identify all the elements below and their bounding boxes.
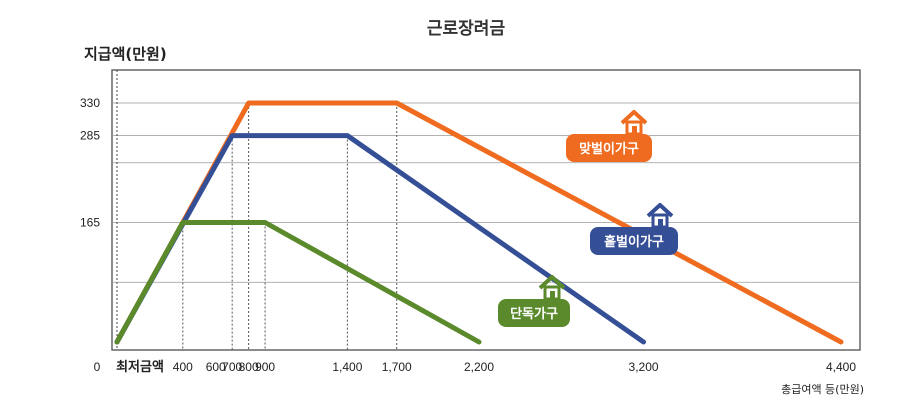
house-roof <box>646 203 674 218</box>
origin-label: 0 <box>94 360 101 374</box>
min-wage-label: 최저금액 <box>116 360 164 375</box>
y-tick-label: 165 <box>80 216 100 230</box>
x-tick-label: 800 <box>239 360 259 374</box>
x-tick-label: 2,200 <box>464 360 494 374</box>
x-tick-label: 1,400 <box>332 360 362 374</box>
plot-area <box>111 69 861 351</box>
x-axis-label: 총급여액 등(만원) <box>781 383 864 396</box>
x-tick-label: 700 <box>222 360 242 374</box>
house-door <box>550 291 555 299</box>
house-door <box>632 126 637 134</box>
house-roof <box>620 110 648 125</box>
x-tick-label: 400 <box>173 360 193 374</box>
series-tag: 맞벌이가구 <box>566 110 652 162</box>
chart-title: 근로장려금 <box>427 19 506 39</box>
y-tick-label: 330 <box>80 96 100 110</box>
x-tick-label: 3,200 <box>629 360 659 374</box>
series-tag: 단독가구 <box>498 275 570 327</box>
x-tick-label: 1,700 <box>382 360 412 374</box>
guide-lines <box>116 70 398 350</box>
series-name: 맞벌이가구 <box>579 141 639 157</box>
series-tag-box <box>498 299 570 327</box>
house-icon <box>646 203 674 229</box>
series-tag: 홑벌이가구 <box>590 203 678 255</box>
house-icon <box>620 110 648 136</box>
x-tick-label: 600 <box>206 360 226 374</box>
series-line <box>114 220 482 345</box>
x-tick-label: 4,400 <box>826 360 856 374</box>
series-tag-box <box>590 227 678 255</box>
x-tick-label: 900 <box>255 360 275 374</box>
y-axis-label: 지급액(만원) <box>84 45 167 63</box>
house-door <box>658 219 663 227</box>
series-tag-box <box>566 134 652 162</box>
y-tick-label: 285 <box>80 129 100 143</box>
series-name: 단독가구 <box>510 306 558 322</box>
house-icon <box>538 275 566 301</box>
series-lines <box>114 100 844 345</box>
house-roof <box>538 275 566 290</box>
series-name: 홑벌이가구 <box>604 234 664 250</box>
